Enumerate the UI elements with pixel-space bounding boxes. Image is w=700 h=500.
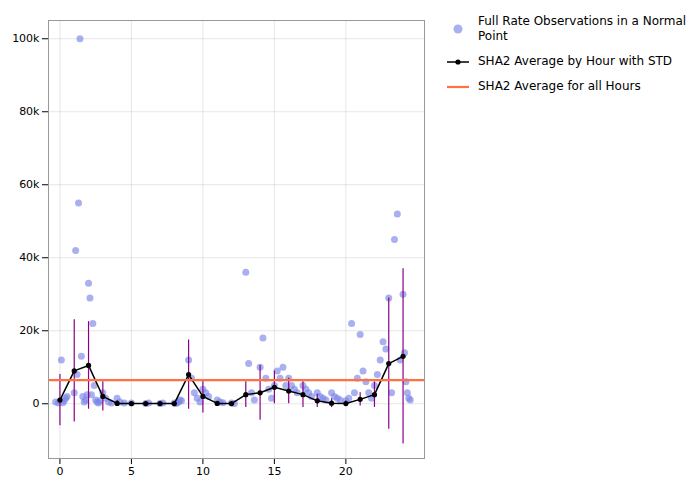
svg-text:15: 15 — [267, 465, 281, 478]
html-text:Full Rate Observations in a No: Full Rate Observations in a Normal Point — [478, 14, 687, 43]
svg-text:10: 10 — [196, 465, 210, 478]
svg-text:100k: 100k — [12, 32, 40, 45]
svg-text:20k: 20k — [19, 324, 40, 337]
svg-text:0: 0 — [56, 465, 63, 478]
svg-text:60k: 60k — [19, 178, 40, 191]
svg-text:0: 0 — [33, 397, 40, 410]
svg-text:5: 5 — [128, 465, 135, 478]
svg-text:20: 20 — [339, 465, 353, 478]
svg-text:40k: 40k — [19, 251, 40, 264]
html-text:SHA2 Average for all Hours: SHA2 Average for all Hours — [478, 79, 641, 93]
html-text:SHA2 Average by Hour with STD: SHA2 Average by Hour with STD — [478, 54, 673, 68]
svg-text:80k: 80k — [19, 105, 40, 118]
